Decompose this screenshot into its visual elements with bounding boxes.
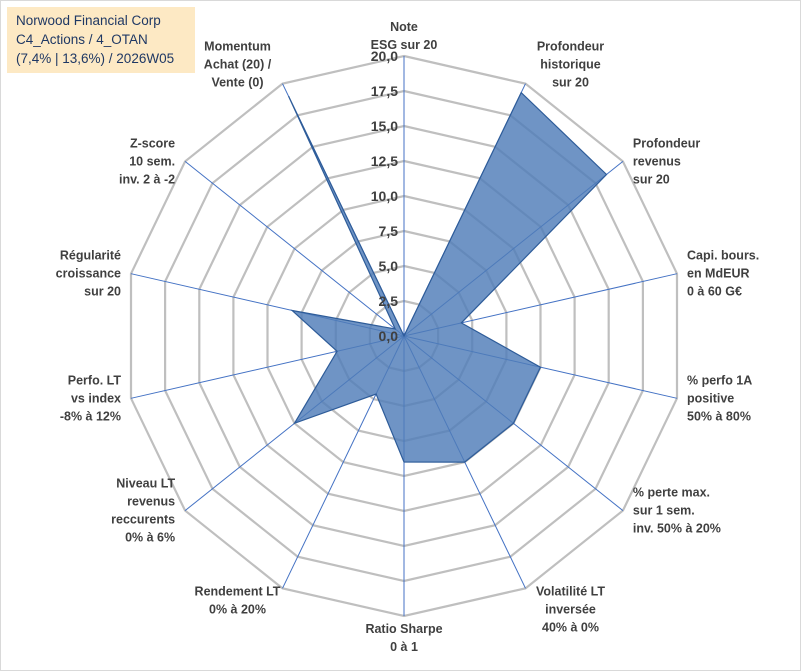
- axis-label-10-line-0: Perfo. LT: [68, 373, 122, 387]
- axis-label-10: Perfo. LT vs index -8% à 12%: [60, 373, 122, 423]
- axis-label-4-line-0: % perfo 1A: [687, 373, 752, 387]
- axis-label-12-line-2: inv. 2 à -2: [119, 172, 175, 186]
- axis-label-5-line-0: % perte max.: [633, 486, 710, 500]
- axis-label-1-line-1: historique: [540, 58, 600, 72]
- tick-label-2: 5,0: [379, 258, 399, 274]
- axis-label-13-line-2: Vente (0): [211, 76, 263, 90]
- axis-label-5: % perte max. sur 1 sem. inv. 50% à 20%: [633, 486, 721, 536]
- tick-label-0: 0,0: [379, 328, 399, 344]
- tick-label-1: 2,5: [379, 293, 399, 309]
- axis-label-2: Profondeur revenus sur 20: [633, 136, 700, 186]
- axis-label-7-line-0: Ratio Sharpe: [365, 622, 442, 636]
- axis-label-0: Note ESG sur 20: [371, 20, 438, 52]
- axis-label-12: Z-score 10 sem. inv. 2 à -2: [119, 136, 175, 186]
- axis-label-9-line-0: Niveau LT: [116, 477, 175, 491]
- axis-label-0-line-0: Note: [390, 20, 418, 34]
- axis-label-6: Volatilité LT inversée 40% à 0%: [536, 584, 605, 634]
- axis-label-1: Profondeur historique sur 20: [537, 40, 604, 90]
- axis-label-13-line-0: Momentum: [204, 40, 271, 54]
- tick-label-3: 7,5: [379, 223, 399, 239]
- axis-label-4-line-2: 50% à 80%: [687, 409, 751, 423]
- axis-label-2-line-2: sur 20: [633, 172, 670, 186]
- tick-label-6: 15,0: [371, 118, 398, 134]
- axis-label-4: % perfo 1A positive 50% à 80%: [687, 373, 752, 423]
- axis-label-9: Niveau LT revenus reccurents 0% à 6%: [111, 477, 175, 545]
- axis-label-11-line-0: Régularité: [60, 249, 121, 263]
- axis-label-8-line-1: 0% à 20%: [209, 602, 266, 616]
- axis-label-3-line-0: Capi. bours.: [687, 249, 759, 263]
- axis-label-3-line-2: 0 à 60 G€: [687, 285, 742, 299]
- axis-label-10-line-1: vs index: [71, 391, 121, 405]
- tick-label-7: 17,5: [371, 83, 398, 99]
- axis-label-5-line-2: inv. 50% à 20%: [633, 522, 721, 536]
- axis-label-4-line-1: positive: [687, 391, 734, 405]
- axis-label-8: Rendement LT 0% à 20%: [195, 584, 281, 616]
- axis-label-8-line-0: Rendement LT: [195, 584, 281, 598]
- axis-label-6-line-1: inversée: [545, 602, 596, 616]
- axis-label-7-line-1: 0 à 1: [390, 640, 418, 654]
- axis-label-9-line-2: reccurents: [111, 513, 175, 527]
- axis-label-6-line-2: 40% à 0%: [542, 620, 599, 634]
- axis-label-11-line-2: sur 20: [84, 285, 121, 299]
- axis-label-3: Capi. bours. en MdEUR 0 à 60 G€: [687, 249, 759, 299]
- axis-label-13-line-1: Achat (20) /: [204, 58, 272, 72]
- axis-label-2-line-0: Profondeur: [633, 136, 700, 150]
- axis-label-12-line-1: 10 sem.: [129, 154, 175, 168]
- axis-label-13: Momentum Achat (20) / Vente (0): [204, 40, 272, 90]
- axis-label-2-line-1: revenus: [633, 154, 681, 168]
- axis-label-11: Régularité croissance sur 20: [56, 249, 121, 299]
- axis-label-12-line-0: Z-score: [130, 136, 175, 150]
- axis-label-9-line-1: revenus: [127, 495, 175, 509]
- tick-label-5: 12,5: [371, 153, 398, 169]
- axis-label-11-line-1: croissance: [56, 267, 121, 281]
- axis-label-5-line-1: sur 1 sem.: [633, 504, 695, 518]
- tick-label-4: 10,0: [371, 188, 398, 204]
- axis-label-1-line-2: sur 20: [552, 76, 589, 90]
- axis-label-9-line-3: 0% à 6%: [125, 531, 175, 545]
- axis-label-7: Ratio Sharpe 0 à 1: [365, 622, 442, 654]
- axis-label-3-line-1: en MdEUR: [687, 267, 750, 281]
- axis-label-1-line-0: Profondeur: [537, 40, 604, 54]
- axis-label-6-line-0: Volatilité LT: [536, 584, 605, 598]
- axis-label-0-line-1: ESG sur 20: [371, 38, 438, 52]
- axis-label-10-line-2: -8% à 12%: [60, 409, 121, 423]
